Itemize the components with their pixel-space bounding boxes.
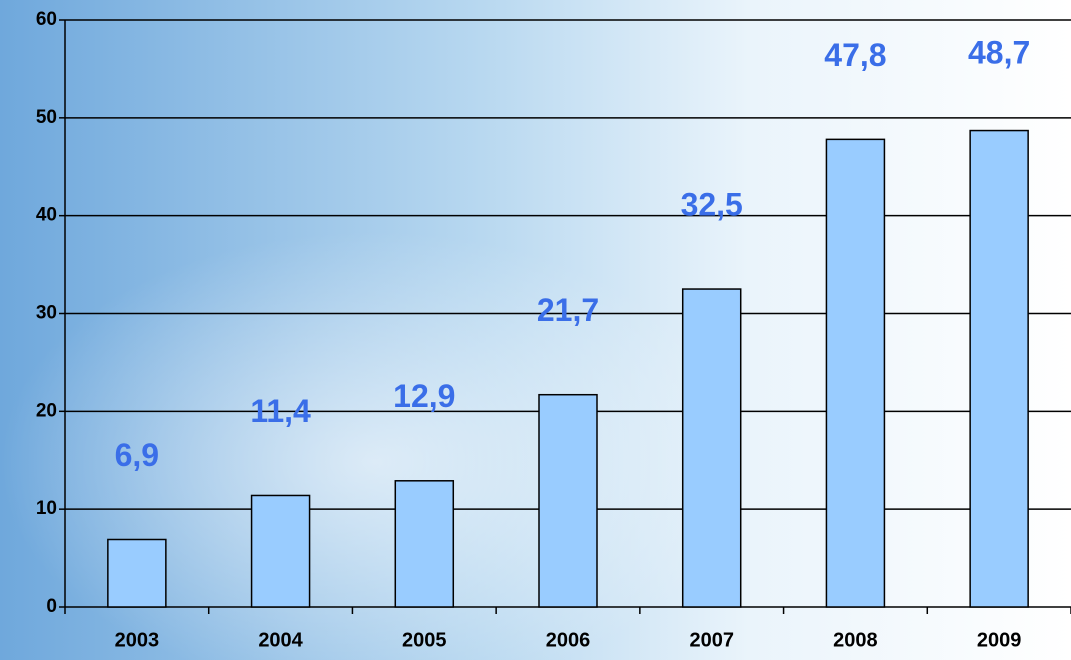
bar — [970, 131, 1028, 607]
x-tick-label: 2009 — [977, 629, 1022, 651]
bar — [826, 139, 884, 607]
x-tick-label: 2006 — [546, 629, 591, 651]
bar — [683, 289, 741, 607]
bar — [252, 495, 310, 607]
bar — [539, 395, 597, 607]
x-tick-label: 2003 — [115, 629, 160, 651]
value-label: 6,9 — [115, 437, 159, 473]
y-tick-label: 60 — [36, 9, 57, 30]
value-label: 32,5 — [681, 186, 743, 222]
y-tick-label: 30 — [36, 303, 57, 324]
y-tick-label: 10 — [36, 498, 57, 519]
bar — [108, 539, 166, 607]
y-tick-label: 20 — [36, 400, 57, 421]
value-label: 11,4 — [250, 393, 311, 429]
x-tick-label: 2004 — [258, 629, 303, 651]
value-label: 48,7 — [968, 34, 1030, 70]
value-label: 21,7 — [537, 292, 599, 328]
x-tick-label: 2005 — [402, 629, 447, 651]
y-tick-label: 50 — [36, 107, 57, 128]
value-label: 12,9 — [393, 378, 455, 414]
value-label: 47,8 — [824, 37, 886, 73]
chart: 0 10 20 30 40 50 60 2003 6,9 2004 11,4 2005 12,9 2006… — [0, 0, 1071, 660]
x-tick-label: 2007 — [689, 629, 734, 651]
y-tick-label: 0 — [46, 596, 57, 617]
x-tick-label: 2008 — [833, 629, 878, 651]
bar — [395, 481, 453, 607]
y-tick-label: 40 — [36, 205, 57, 226]
